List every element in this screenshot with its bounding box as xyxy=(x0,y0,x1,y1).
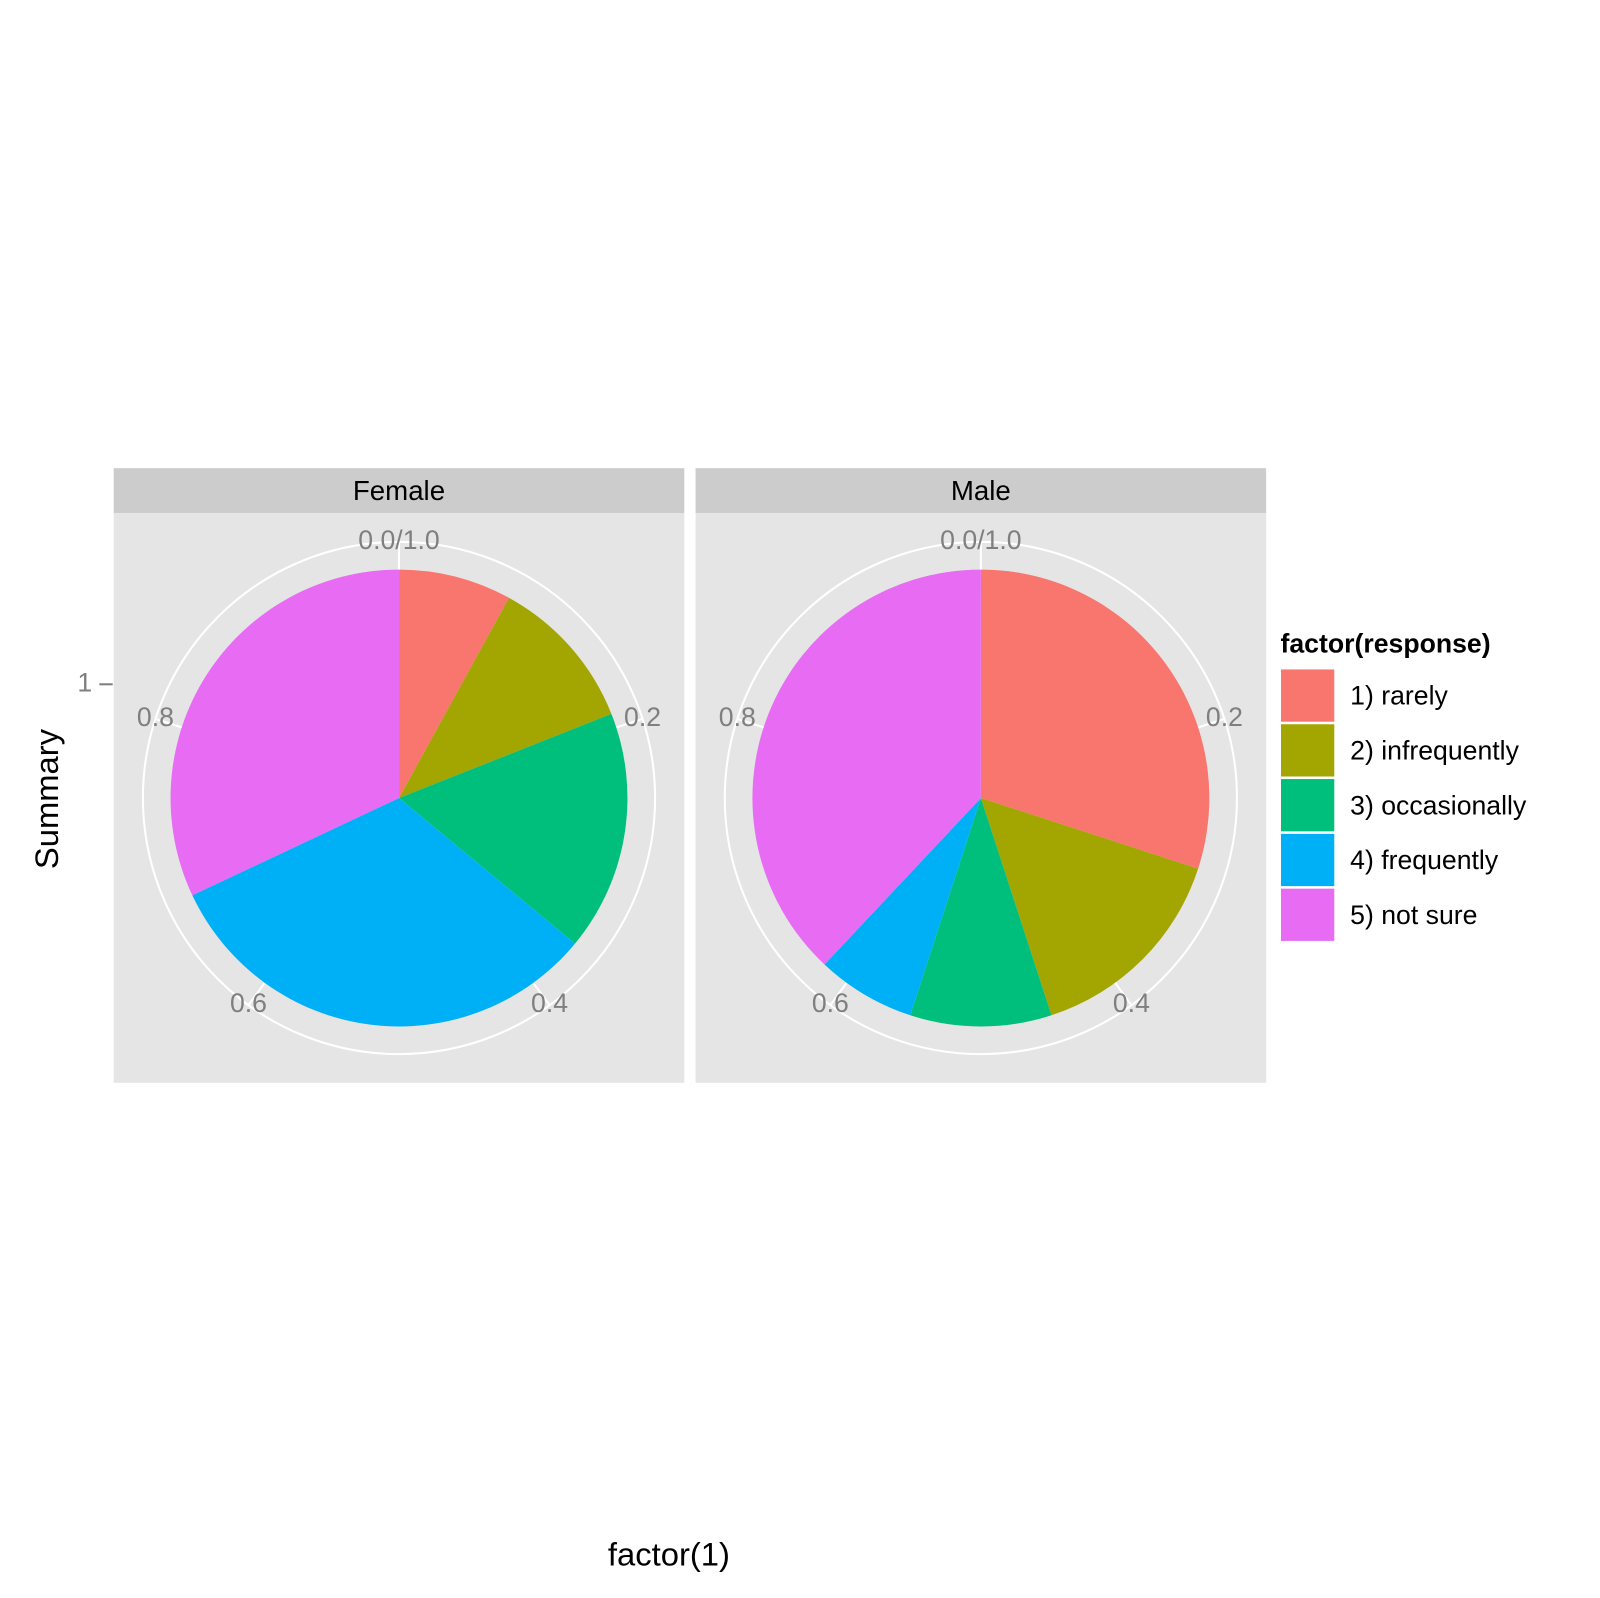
pie-slice xyxy=(910,798,1052,1027)
pie-slice xyxy=(980,798,1199,1016)
pie-slice xyxy=(752,569,981,965)
x-axis-label: factor(1) xyxy=(608,1536,730,1573)
pie-slice xyxy=(824,798,981,1016)
legend-key xyxy=(1279,668,1336,723)
y-axis-label: Summary xyxy=(28,728,65,869)
legend-title: factor(response) xyxy=(1281,628,1491,658)
strip xyxy=(695,468,1267,514)
theta-tick-label: 0.6 xyxy=(812,988,849,1018)
legend-key xyxy=(1279,887,1336,942)
legend-label: 2) infrequently xyxy=(1350,735,1519,765)
y-tick-label: 1 xyxy=(77,667,92,697)
theta-tick-label: 0.2 xyxy=(624,702,661,732)
pie-slice xyxy=(399,597,612,799)
theta-tick-label: 0.4 xyxy=(1113,988,1150,1018)
facet-label: Female xyxy=(353,475,445,506)
legend-key xyxy=(1279,832,1336,888)
theta-tick-label: 0.2 xyxy=(1206,702,1243,732)
theta-tick-label: 0.0/1.0 xyxy=(940,525,1021,555)
legend-key xyxy=(1279,778,1336,833)
pie-slice xyxy=(170,569,400,896)
theta-tick-label: 0.8 xyxy=(719,702,756,732)
pie-slice xyxy=(192,798,576,1027)
pie-slice xyxy=(399,569,510,799)
plot: factor(1) Summary factor(response) 1 Fema… xyxy=(28,468,1527,1573)
strip xyxy=(113,468,685,514)
legend-label: 1) rarely xyxy=(1350,681,1448,711)
theta-tick-label: 0.6 xyxy=(230,988,267,1018)
legend-label: 5) not sure xyxy=(1350,900,1477,930)
legend-key xyxy=(1279,723,1336,778)
facet-label: Male xyxy=(951,475,1011,506)
theta-tick-label: 0.4 xyxy=(531,988,568,1018)
legend-label: 4) frequently xyxy=(1350,845,1499,875)
theta-tick-label: 0.8 xyxy=(137,702,174,732)
theta-tick-label: 0.0/1.0 xyxy=(358,525,439,555)
pie-slice xyxy=(980,569,1210,869)
legend-label: 3) occasionally xyxy=(1350,790,1527,820)
pie-slice xyxy=(399,713,628,944)
